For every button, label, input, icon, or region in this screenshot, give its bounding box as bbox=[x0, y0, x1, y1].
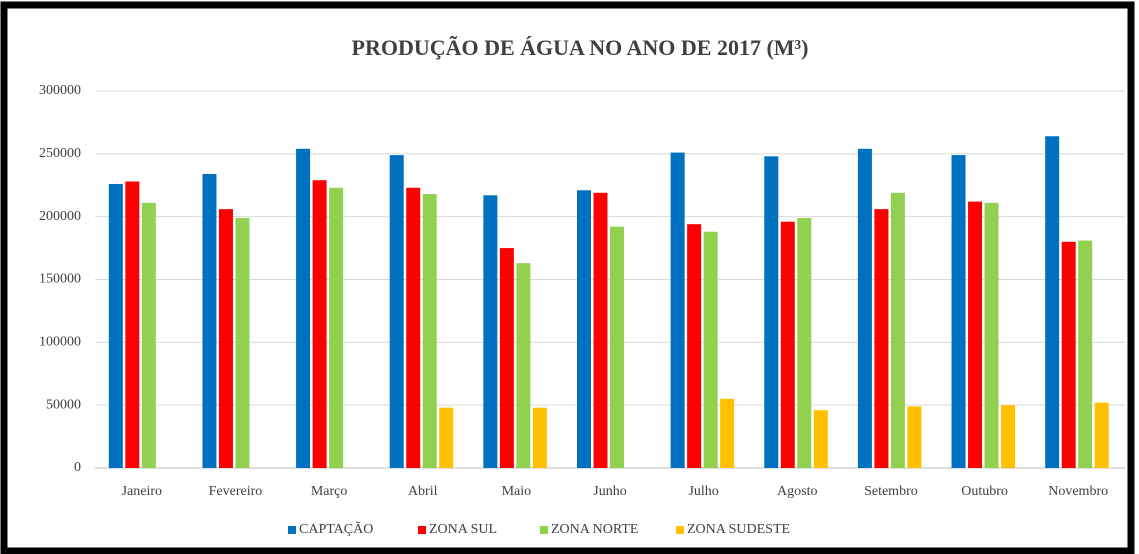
y-tick-label: 150000 bbox=[39, 272, 81, 287]
bar bbox=[593, 192, 608, 469]
y-tick-label: 100000 bbox=[39, 335, 81, 350]
bar bbox=[108, 183, 123, 468]
bar bbox=[874, 209, 889, 469]
bar bbox=[813, 410, 828, 468]
x-tick-label: Abril bbox=[408, 484, 438, 499]
legend-label: CAPTAÇÃO bbox=[299, 521, 373, 537]
bar bbox=[857, 148, 872, 468]
bar bbox=[780, 221, 795, 468]
legend-swatch bbox=[540, 526, 548, 534]
bar bbox=[1001, 405, 1016, 468]
bar bbox=[141, 202, 156, 469]
bar bbox=[670, 152, 685, 468]
chart-title: PRODUÇÃO DE ÁGUA NO ANO DE 2017 (M³) bbox=[352, 35, 809, 60]
bar bbox=[202, 173, 217, 468]
legend-swatch bbox=[418, 526, 426, 534]
bar bbox=[422, 194, 437, 468]
legend-label: ZONA SUL bbox=[429, 522, 497, 537]
y-tick-label: 200000 bbox=[39, 209, 81, 224]
bar bbox=[389, 155, 404, 468]
x-tick-label: Junho bbox=[593, 484, 626, 499]
x-tick-label: Março bbox=[311, 484, 348, 499]
bar bbox=[720, 398, 735, 468]
bar bbox=[984, 202, 999, 469]
y-tick-label: 50000 bbox=[46, 397, 81, 412]
bar bbox=[703, 231, 718, 468]
bar bbox=[218, 209, 233, 469]
bar bbox=[1078, 240, 1093, 468]
bar bbox=[125, 181, 140, 469]
bar bbox=[1061, 241, 1076, 468]
legend-swatch bbox=[288, 526, 296, 534]
bar bbox=[797, 217, 812, 468]
bar bbox=[483, 195, 498, 468]
x-tick-label: Novembro bbox=[1048, 484, 1108, 499]
x-tick-label: Fevereiro bbox=[209, 484, 263, 499]
bar bbox=[907, 406, 922, 468]
legend-swatch bbox=[676, 526, 684, 534]
bar bbox=[406, 187, 421, 468]
y-tick-label: 300000 bbox=[39, 83, 81, 98]
bar bbox=[439, 407, 454, 468]
bar bbox=[499, 248, 514, 468]
bar bbox=[764, 156, 779, 468]
x-tick-label: Agosto bbox=[777, 484, 817, 499]
y-tick-label: 0 bbox=[74, 460, 81, 475]
bar bbox=[1094, 402, 1109, 468]
bar bbox=[312, 180, 327, 468]
legend-label: ZONA SUDESTE bbox=[687, 522, 790, 537]
x-tick-label: Setembro bbox=[864, 484, 918, 499]
bar bbox=[968, 201, 983, 468]
bar bbox=[235, 217, 250, 468]
bar bbox=[687, 224, 702, 468]
bar bbox=[532, 407, 547, 468]
bar bbox=[296, 148, 311, 468]
bar bbox=[890, 192, 905, 469]
bar bbox=[951, 155, 966, 468]
bar bbox=[577, 190, 591, 468]
y-tick-label: 250000 bbox=[39, 146, 81, 161]
x-tick-label: Janeiro bbox=[122, 484, 162, 499]
bar bbox=[1045, 136, 1060, 469]
x-tick-label: Outubro bbox=[961, 484, 1008, 499]
x-tick-label: Maio bbox=[502, 484, 532, 499]
x-tick-label: Julho bbox=[688, 484, 718, 499]
bar bbox=[329, 187, 344, 468]
bar bbox=[610, 226, 624, 468]
legend-label: ZONA NORTE bbox=[551, 522, 638, 537]
bar bbox=[516, 263, 531, 468]
